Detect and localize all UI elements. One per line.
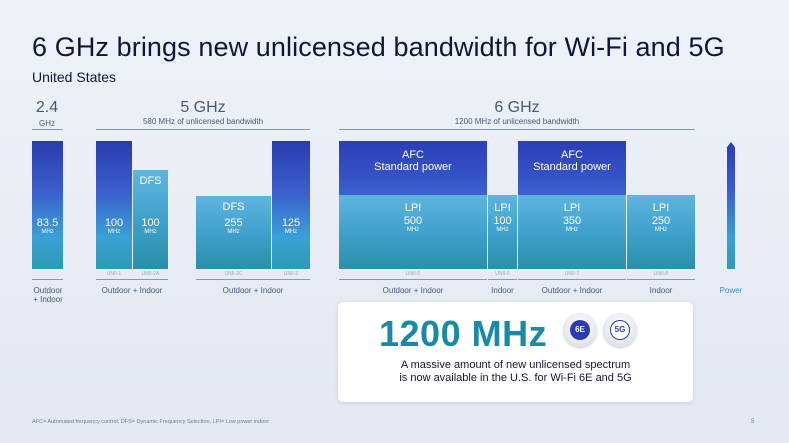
block-value: 100 — [493, 215, 512, 227]
block-value: 100 — [141, 217, 160, 229]
callout-desc-line-2: is now available in the U.S. for Wi-Fi 6… — [399, 372, 632, 384]
usage-unii-1-2a: Outdoor + Indoor — [101, 286, 163, 295]
block-value: 125 — [281, 217, 301, 229]
block-unit: MHz — [496, 227, 509, 233]
block-unii-6-lpi: LPI 100 MHz — [488, 195, 517, 269]
unii-label: UNII-6 — [495, 271, 510, 277]
usage-2-4: Outdoor + Indoor — [33, 286, 63, 304]
block-unit: MHz — [654, 227, 668, 233]
usage-unii-6: Indoor — [491, 286, 514, 295]
block-afc-desc: Standard power — [374, 161, 452, 173]
block-unii-1: 100 MHz — [96, 141, 132, 269]
usage-underline — [627, 279, 695, 280]
block-unit: MHz — [565, 227, 579, 233]
block-unii-3: 125 MHz — [272, 141, 310, 269]
usage-underline — [32, 279, 63, 280]
block-unii-7-afc: AFC Standard power — [518, 141, 626, 195]
usage-underline — [196, 279, 310, 280]
block-afc: AFC — [561, 149, 583, 161]
block-unit: MHz — [107, 229, 121, 235]
unii-label: UNII-8 — [653, 271, 669, 277]
usage-unii-7: Outdoor + Indoor — [541, 286, 603, 295]
band-name-2-4: 2.4 — [35, 99, 59, 116]
block-type: LPI — [494, 202, 511, 214]
usage-unii-2c-3: Outdoor + Indoor — [222, 286, 284, 295]
slide-title: 6 GHz brings new unlicensed bandwidth fo… — [32, 32, 725, 62]
bracket-5 — [96, 129, 310, 130]
unii-label: UNII-5 — [405, 271, 421, 277]
band-name-6: 6 GHz — [494, 99, 540, 116]
callout-card: 1200 MHz 6E 5G A massive amount of new u… — [338, 302, 693, 402]
unii-label: UNII-7 — [564, 271, 580, 277]
band-desc-5: 580 MHz of unlicensed bandwidth — [142, 117, 264, 126]
block-unii-5-lpi: LPI 500 MHz — [339, 195, 487, 269]
5g-badge-label: 5G — [610, 320, 630, 340]
band-unit-2-4: GHz — [39, 119, 55, 128]
block-unii-8-lpi: LPI 250 MHz — [627, 195, 695, 269]
block-unii-2c: DFS 255 MHz — [196, 196, 271, 269]
unii-label: UNII-1 — [106, 271, 122, 277]
callout-description: A massive amount of new unlicensed spect… — [338, 359, 693, 385]
wifi-6e-badge-label: 6E — [570, 320, 590, 340]
band-header-2-4: 2.4 GHz — [32, 99, 62, 129]
bracket-2-4 — [32, 129, 63, 130]
usage-unii-5: Outdoor + Indoor — [382, 286, 444, 295]
usage-underline — [518, 279, 626, 280]
footnote: AFC= Automated frequency control, DFS= D… — [32, 419, 270, 425]
block-type: DFS — [222, 201, 245, 213]
band-name-5: 5 GHz — [180, 99, 226, 116]
block-unit: MHz — [284, 229, 298, 235]
block-unii-5-afc: AFC Standard power — [339, 141, 487, 195]
wifi-6e-badge-icon: 6E — [563, 313, 597, 347]
slide-subtitle: United States — [32, 69, 117, 85]
5g-badge-icon: 5G — [603, 313, 637, 347]
block-unii-7-lpi: LPI 350 MHz — [518, 195, 626, 269]
bracket-6 — [339, 129, 695, 130]
page-number: 5 — [751, 419, 755, 425]
usage-underline — [339, 279, 487, 280]
block-afc-desc: Standard power — [533, 161, 611, 173]
block-value: 350 — [562, 215, 582, 227]
block-value: 83.5 — [36, 217, 59, 229]
block-unit: MHz — [41, 229, 54, 235]
unii-label: UNII-3 — [283, 271, 299, 277]
block-2-4ghz: 83.5 MHz — [32, 141, 63, 269]
power-label: Power — [719, 286, 743, 295]
block-type: LPI — [563, 202, 581, 214]
usage-underline — [96, 279, 168, 280]
block-type: DFS — [139, 175, 162, 187]
callout-value: 1200 MHz — [379, 313, 548, 354]
unii-label: UNII-2A — [141, 271, 160, 277]
block-unit: MHz — [406, 227, 420, 233]
callout-desc-line-1: A massive amount of new unlicensed spect… — [400, 359, 631, 371]
band-header-6: 6 GHz 1200 MHz of unlicensed bandwidth — [339, 99, 695, 127]
block-unit: MHz — [144, 229, 157, 235]
block-value: 255 — [224, 217, 243, 229]
usage-underline — [488, 279, 517, 280]
power-arrow-icon — [727, 142, 735, 269]
unii-label: UNII-2C — [224, 271, 243, 277]
band-header-5: 5 GHz 580 MHz of unlicensed bandwidth — [96, 99, 310, 127]
block-type: LPI — [404, 202, 422, 214]
block-value: 500 — [403, 215, 423, 227]
block-unit: MHz — [227, 229, 240, 235]
block-type: LPI — [652, 202, 670, 214]
block-value: 250 — [651, 215, 671, 227]
block-value: 100 — [104, 217, 124, 229]
block-afc: AFC — [402, 149, 424, 161]
band-desc-6: 1200 MHz of unlicensed bandwidth — [454, 117, 580, 126]
usage-unii-8: Indoor — [649, 286, 673, 295]
block-unii-2a: DFS 100 MHz — [133, 170, 168, 269]
